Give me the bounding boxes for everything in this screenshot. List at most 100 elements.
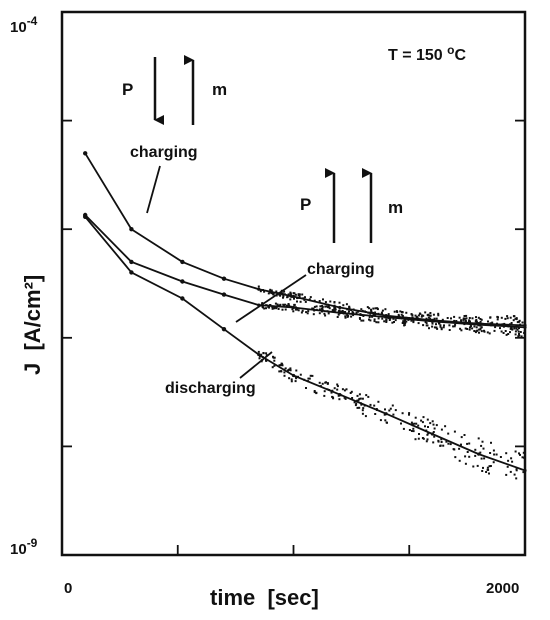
noise-dot xyxy=(463,317,466,320)
noise-dot xyxy=(448,324,451,327)
noise-dot xyxy=(307,377,310,380)
noise-dot xyxy=(446,317,449,319)
noise-dot xyxy=(363,310,366,313)
noise-dot xyxy=(435,323,437,326)
noise-dot xyxy=(471,327,474,330)
noise-dot xyxy=(489,465,492,467)
noise-dot xyxy=(472,465,475,468)
noise-dot xyxy=(323,312,326,315)
noise-dot xyxy=(462,318,465,321)
y-tick-base-bottom: 10 xyxy=(10,541,27,558)
noise-dot xyxy=(284,367,287,370)
noise-dot xyxy=(362,319,365,322)
noise-dot xyxy=(425,429,428,432)
noise-dot xyxy=(312,313,315,316)
noise-dot xyxy=(360,319,363,322)
noise-dot xyxy=(290,378,293,381)
noise-dot xyxy=(290,295,293,298)
noise-dot xyxy=(307,310,310,313)
noise-dot xyxy=(495,453,498,456)
noise-dot xyxy=(420,315,423,318)
noise-dot xyxy=(447,442,450,445)
noise-dot xyxy=(373,320,376,323)
noise-dot xyxy=(299,373,302,376)
noise-dot xyxy=(308,377,311,380)
noise-dot xyxy=(483,329,485,332)
noise-dot xyxy=(301,293,304,296)
noise-dot xyxy=(277,308,280,310)
noise-dot xyxy=(422,314,425,317)
noise-dot xyxy=(289,291,292,294)
noise-dot xyxy=(281,363,284,366)
noise-dot xyxy=(400,422,402,425)
noise-dot xyxy=(289,295,292,298)
noise-dot xyxy=(490,441,492,444)
noise-dot xyxy=(293,292,296,295)
noise-dot xyxy=(313,309,316,312)
noise-dot xyxy=(318,308,321,311)
noise-dot xyxy=(261,305,264,308)
noise-dot xyxy=(313,390,316,392)
noise-dot xyxy=(424,425,426,428)
noise-dot xyxy=(480,444,483,447)
noise-dot xyxy=(486,468,489,471)
noise-dot xyxy=(478,331,480,334)
x-tick-label-0: 0 xyxy=(64,580,72,597)
noise-dot xyxy=(257,350,260,353)
noise-dot xyxy=(523,456,526,459)
noise-dot xyxy=(297,293,300,296)
noise-dot xyxy=(432,441,435,444)
noise-dot xyxy=(305,387,307,389)
noise-dot xyxy=(481,440,484,443)
noise-dot xyxy=(309,296,312,299)
noise-dot xyxy=(307,380,310,383)
noise-dot xyxy=(516,328,519,331)
noise-dot xyxy=(377,312,380,315)
noise-dot xyxy=(405,320,408,323)
noise-dot xyxy=(507,325,510,328)
noise-dot xyxy=(520,335,523,338)
noise-dot xyxy=(428,327,430,330)
noise-dot xyxy=(425,317,428,320)
noise-dot xyxy=(295,377,298,380)
noise-dot xyxy=(387,317,390,320)
noise-dot xyxy=(344,311,347,313)
noise-dot xyxy=(369,319,372,322)
series-2-point-2 xyxy=(180,279,185,284)
noise-dot xyxy=(261,356,264,358)
noise-dot xyxy=(351,311,354,313)
noise-dot xyxy=(258,357,261,360)
noise-dot xyxy=(492,461,495,464)
noise-dot xyxy=(380,313,382,316)
noise-dot xyxy=(468,455,471,458)
noise-dot xyxy=(511,328,514,331)
noise-dot xyxy=(324,301,327,304)
series-1-point-4 xyxy=(257,287,261,291)
noise-dot xyxy=(518,319,521,322)
noise-dot xyxy=(421,421,424,424)
noise-dot xyxy=(345,388,348,391)
noise-dot xyxy=(512,319,515,322)
noise-dot xyxy=(304,296,306,299)
noise-dot xyxy=(360,403,363,406)
noise-dot xyxy=(261,302,264,305)
noise-dot xyxy=(488,332,491,335)
noise-dot xyxy=(515,477,518,480)
noise-dot xyxy=(292,374,295,377)
noise-dot xyxy=(265,307,267,310)
noise-dot xyxy=(513,327,516,330)
noise-dot xyxy=(440,320,442,323)
noise-dot xyxy=(412,319,415,322)
noise-dot xyxy=(523,330,526,333)
noise-dot xyxy=(454,456,457,459)
noise-dot xyxy=(380,311,383,314)
noise-dot xyxy=(482,466,484,469)
noise-dot xyxy=(435,317,438,320)
noise-dot xyxy=(361,397,364,400)
noise-dot xyxy=(448,329,451,331)
noise-dot xyxy=(499,327,501,330)
noise-dot xyxy=(438,320,441,323)
noise-dot xyxy=(490,324,493,327)
noise-dot xyxy=(405,311,408,314)
noise-dot xyxy=(360,308,363,311)
